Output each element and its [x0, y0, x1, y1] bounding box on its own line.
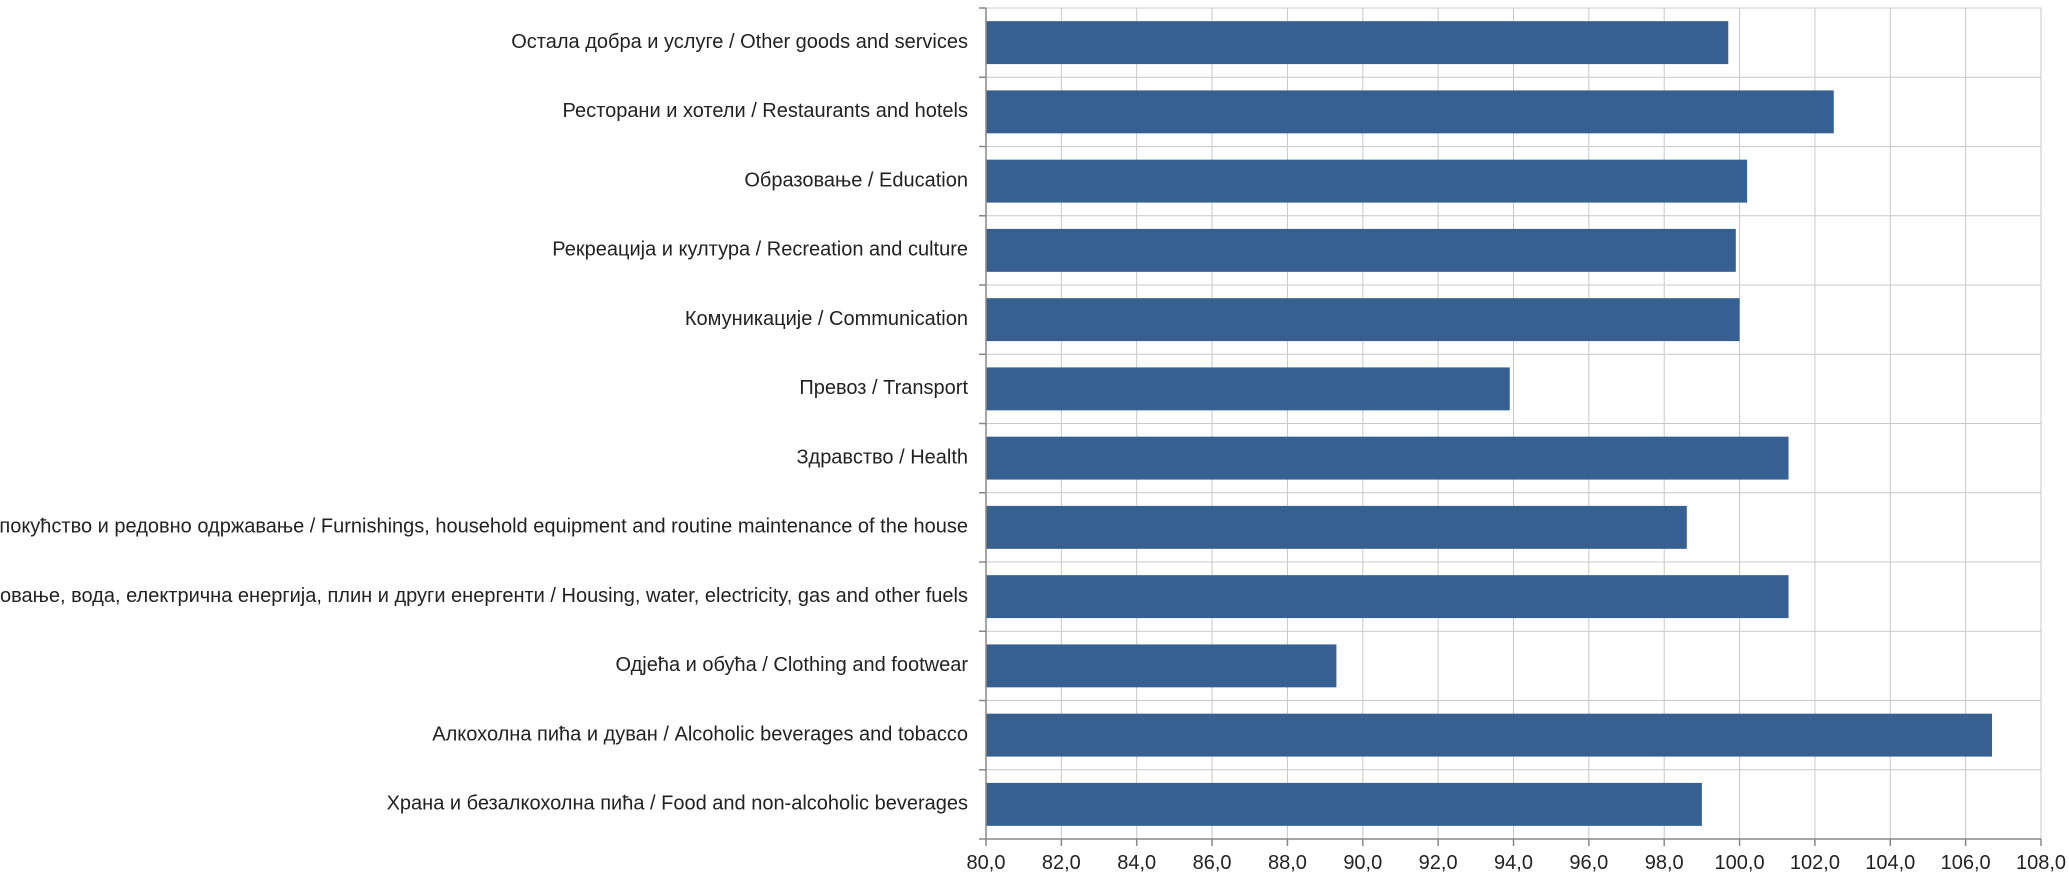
axis-layer: [979, 7, 2042, 846]
x-tick-label: 96,0: [1569, 852, 1608, 874]
bar: [986, 713, 1993, 757]
bar: [986, 644, 1337, 688]
label-layer: Остала добра и услуге / Other goods and …: [0, 31, 2066, 874]
x-tick-label: 106,0: [1941, 852, 1991, 874]
category-label: Намјештај, покућство и редовно одржавање…: [0, 516, 968, 538]
category-label: Комуникације / Communication: [685, 308, 968, 330]
x-tick-label: 100,0: [1715, 852, 1765, 874]
category-label: Превоз / Transport: [799, 377, 968, 399]
category-label: Здравство / Health: [796, 446, 968, 468]
category-label: Образовање / Education: [744, 169, 968, 191]
x-tick-label: 84,0: [1117, 852, 1156, 874]
x-tick-label: 92,0: [1419, 852, 1458, 874]
category-label: Становање, вода, електрична енергија, пл…: [0, 585, 968, 607]
bar: [986, 367, 1510, 411]
x-tick-label: 108,0: [2016, 852, 2066, 874]
x-tick-label: 104,0: [1865, 852, 1915, 874]
bar: [986, 782, 1702, 826]
x-tick-label: 82,0: [1042, 852, 1081, 874]
x-tick-label: 80,0: [967, 852, 1006, 874]
x-tick-label: 88,0: [1268, 852, 1307, 874]
category-label: Рекреација и култура / Recreation and cu…: [552, 239, 968, 261]
x-tick-label: 90,0: [1343, 852, 1382, 874]
category-label: Остала добра и услуге / Other goods and …: [511, 31, 968, 53]
bar-layer: [986, 21, 1993, 826]
bar: [986, 436, 1789, 480]
bar: [986, 21, 1729, 65]
bar: [986, 228, 1736, 272]
category-label: Алкохолна пића и дуван / Alcoholic bever…: [432, 723, 968, 745]
bar: [986, 159, 1748, 203]
category-label: Одјећа и обућа / Clothing and footwear: [615, 654, 968, 676]
bar: [986, 575, 1789, 619]
x-tick-label: 86,0: [1193, 852, 1232, 874]
bar: [986, 505, 1687, 549]
x-tick-label: 102,0: [1790, 852, 1840, 874]
x-tick-label: 94,0: [1494, 852, 1533, 874]
category-label: Храна и безалкохолна пића / Food and non…: [387, 793, 968, 815]
bar: [986, 90, 1834, 134]
category-label: Ресторани и хотели / Restaurants and hot…: [563, 100, 968, 122]
x-tick-label: 98,0: [1645, 852, 1684, 874]
bar: [986, 298, 1740, 342]
grid-layer: [985, 7, 2042, 840]
